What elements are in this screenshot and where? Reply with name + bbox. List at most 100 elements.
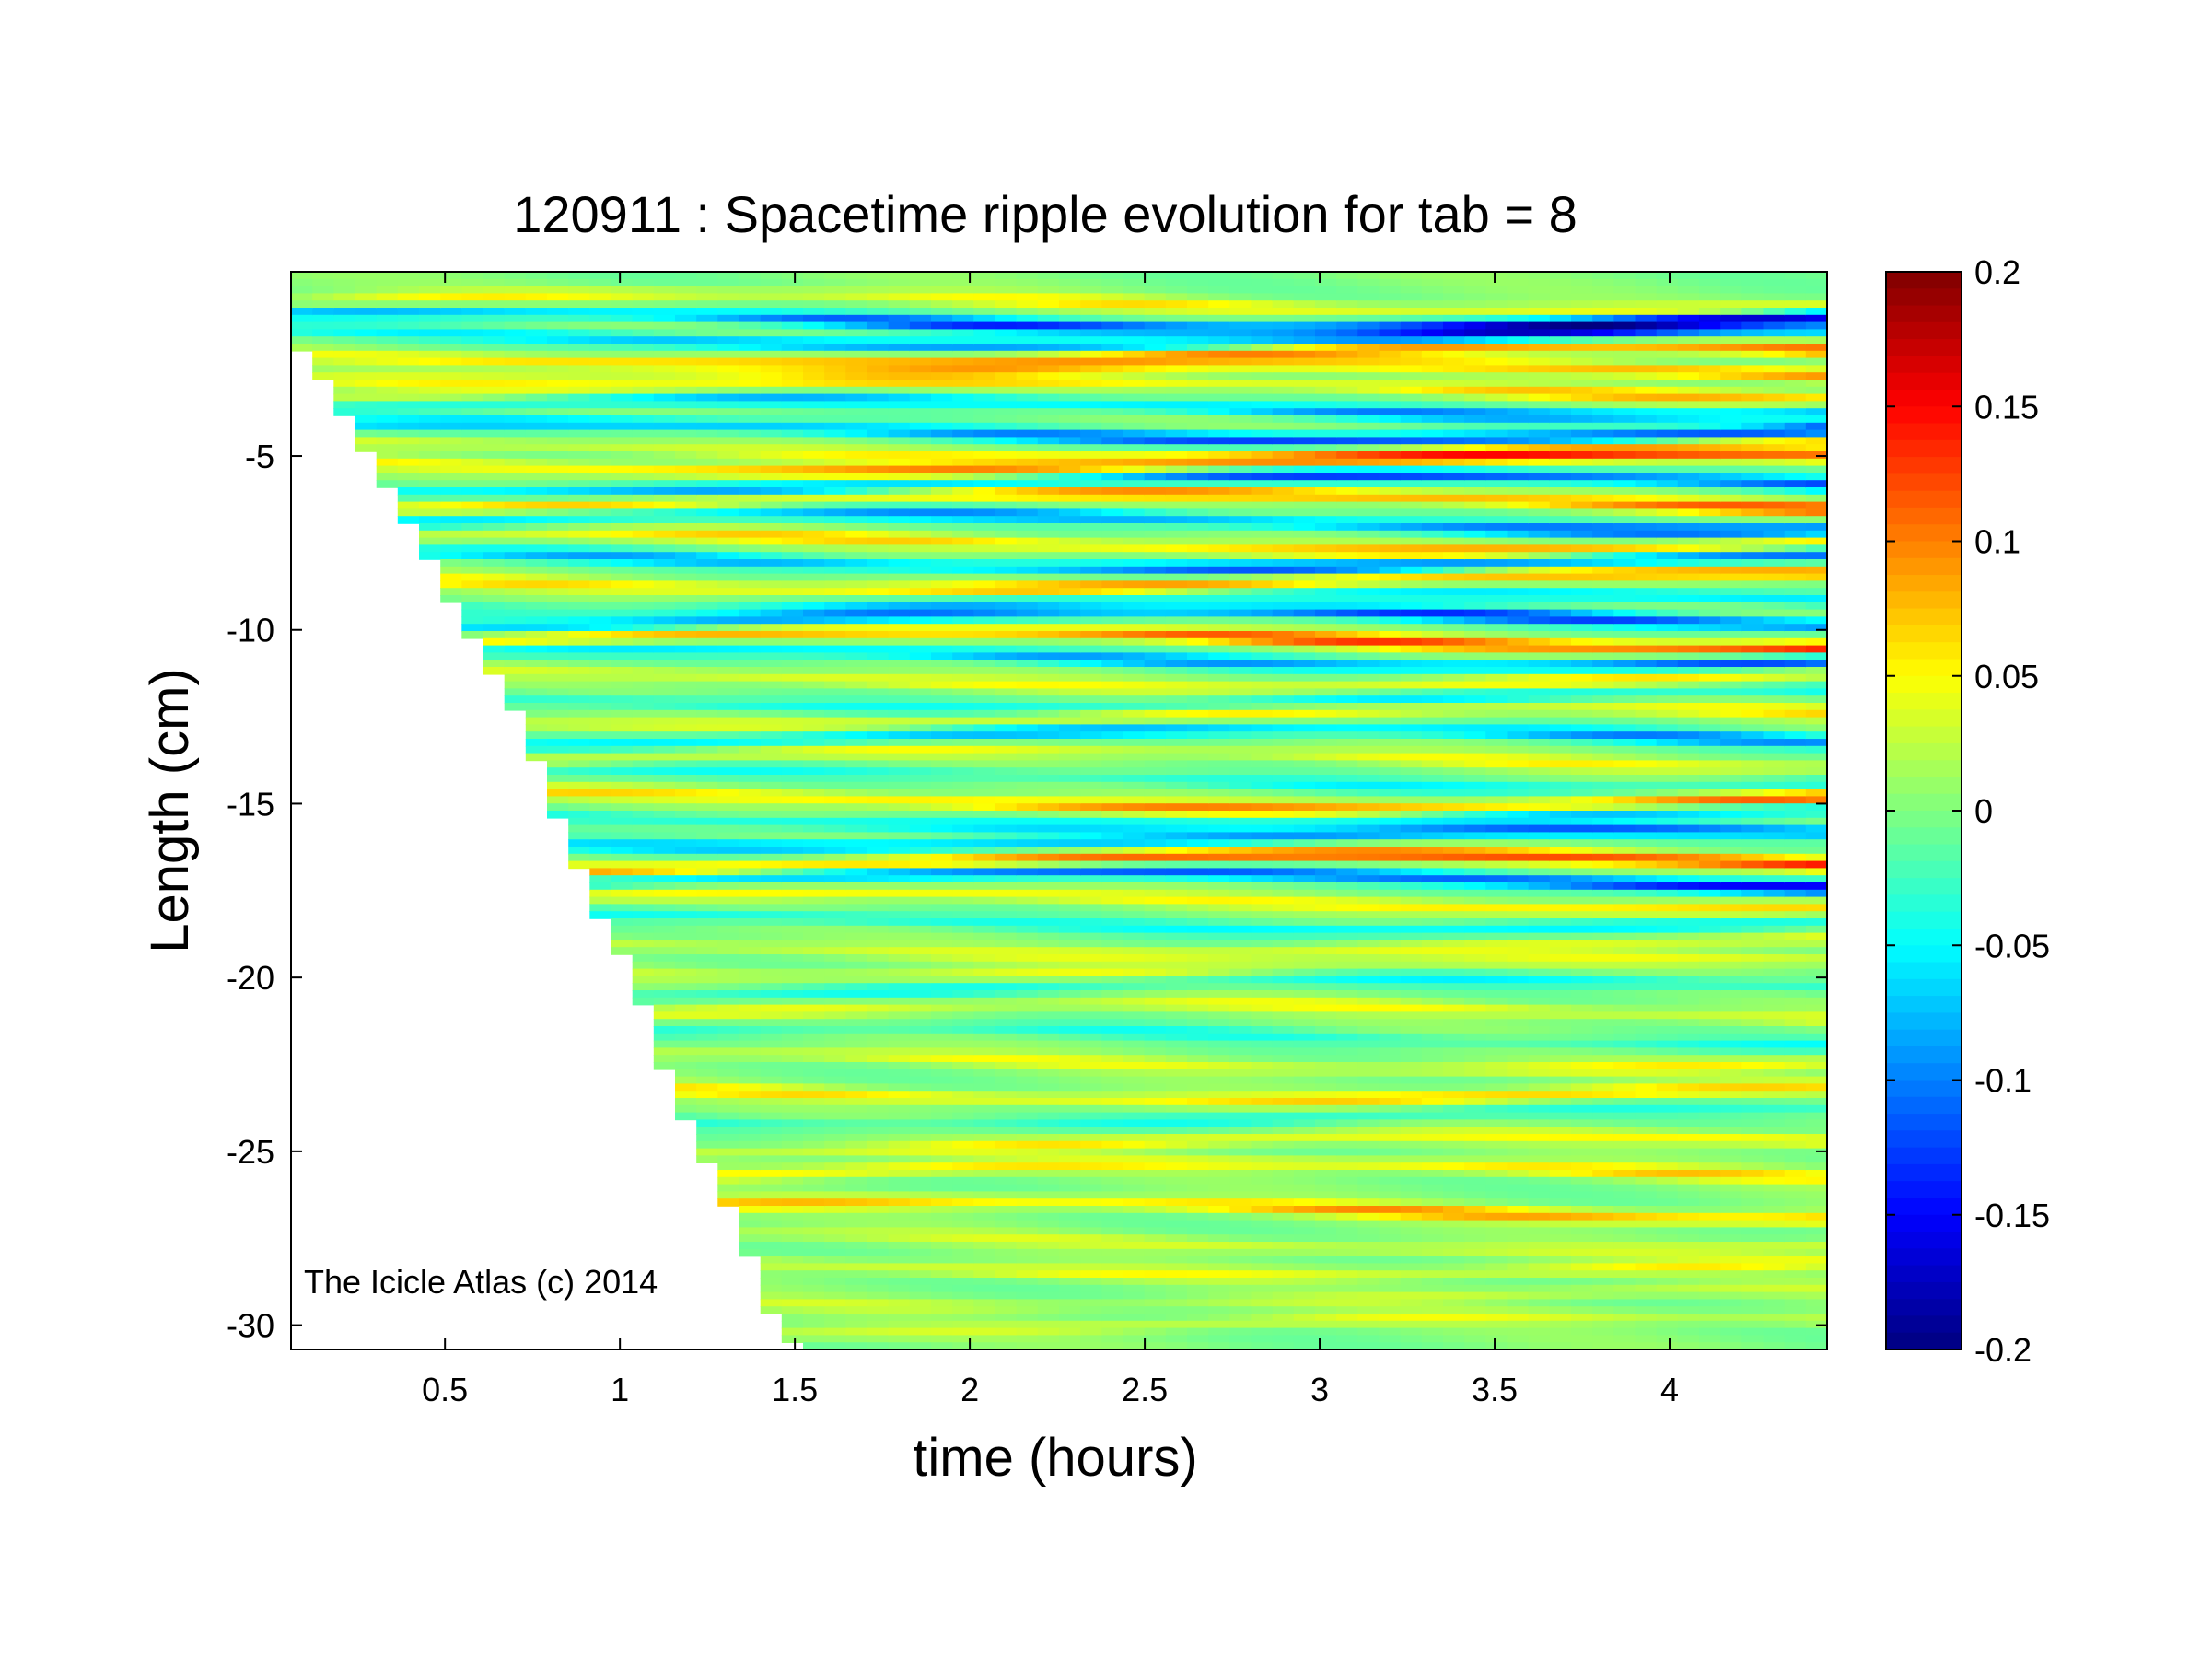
heatmap-cell [952,494,975,503]
heatmap-cell [909,1155,932,1163]
heatmap-cell [973,652,996,660]
heatmap-cell [696,336,719,345]
heatmap-cell [611,480,634,488]
heatmap-cell [973,731,996,740]
heatmap-cell [568,688,591,696]
heatmap-cell [675,380,697,388]
heatmap-cell [504,637,527,647]
heatmap-cell [1059,530,1081,539]
heatmap-cell [995,1184,1018,1193]
heatmap-cell [845,473,868,481]
heatmap-cell [632,501,655,510]
heatmap-cell [1080,731,1103,740]
heatmap-cell [1144,739,1167,747]
heatmap-cell [803,1227,825,1235]
heatmap-cell [952,329,975,337]
heatmap-cell [1165,1299,1188,1307]
heatmap-cell [909,1176,932,1186]
heatmap-cell [1229,616,1252,625]
heatmap-cell [760,465,783,474]
heatmap-cell [760,940,783,948]
heatmap-cell [611,372,634,380]
heatmap-cell [589,631,612,639]
heatmap-cell [568,660,591,668]
heatmap-cell [419,552,441,560]
heatmap-cell [888,688,911,696]
heatmap-cell [632,314,655,323]
heatmap-cell [973,889,996,898]
heatmap-cell [739,709,762,719]
heatmap-cell [1123,745,1146,754]
heatmap-cell [653,868,676,876]
heatmap-cell [1101,681,1124,690]
heatmap-cell [1187,559,1209,567]
heatmap-cell [973,329,996,337]
heatmap-cell [803,286,825,295]
heatmap-cell [781,1278,804,1286]
heatmap-cell [525,408,548,416]
heatmap-cell [1059,739,1081,747]
heatmap-cell [1208,1119,1231,1127]
heatmap-cell [1165,1026,1188,1034]
heatmap-cell [696,990,719,999]
heatmap-cell [525,451,548,460]
heatmap-cell [1101,904,1124,912]
heatmap-cell [632,465,655,474]
heatmap-cell [845,501,868,510]
heatmap-cell [653,709,676,719]
heatmap-cell [1208,329,1231,337]
heatmap-cell [909,1083,932,1092]
heatmap-cell [1037,1284,1060,1293]
heatmap-cell [1059,1335,1081,1343]
heatmap-cell [1080,745,1103,754]
heatmap-cell [1059,1026,1081,1034]
heatmap-cell [504,372,527,380]
heatmap-cell [995,717,1018,726]
heatmap-cell [1144,860,1167,870]
heatmap-cell [973,789,996,798]
heatmap-cell [931,824,953,834]
heatmap-cell [888,1083,911,1092]
heatmap-cell [867,745,890,754]
heatmap-cell [824,775,847,783]
heatmap-cell [653,645,676,654]
heatmap-cell [995,695,1018,704]
heatmap-cell [781,552,804,560]
heatmap-cell [1101,839,1124,847]
heatmap-cell [1187,1206,1209,1214]
heatmap-cell [1165,552,1188,560]
heatmap-cell [1123,1227,1146,1235]
heatmap-cell [675,1098,697,1106]
heatmap-cell [803,847,825,855]
heatmap-cell [1123,940,1146,948]
heatmap-cell [1016,889,1039,898]
heatmap-cell [1101,882,1124,891]
heatmap-cell [867,1191,890,1199]
heatmap-cell [696,983,719,991]
heatmap-cell [1187,1184,1209,1193]
heatmap-cell [995,1335,1018,1343]
heatmap-cell [717,494,740,503]
heatmap-cell [525,523,548,532]
heatmap-cell [803,947,825,955]
heatmap-cell [931,739,953,747]
heatmap-cell [1187,372,1209,380]
heatmap-cell [333,293,356,301]
heatmap-cell [909,595,932,603]
heatmap-cell [568,853,591,862]
heatmap-cell [1059,918,1081,927]
heatmap-cell [888,293,911,301]
heatmap-cell [760,1227,783,1235]
heatmap-cell [803,811,825,819]
heatmap-cell [717,286,740,295]
heatmap-cell [525,667,548,675]
heatmap-cell [952,868,975,876]
heatmap-cell [504,667,527,675]
heatmap-cell [995,1011,1018,1020]
heatmap-cell [312,344,335,352]
heatmap-cell [781,1062,804,1070]
heatmap-cell [589,673,612,683]
heatmap-cell [973,918,996,927]
heatmap-cell [696,530,719,539]
heatmap-cell [1101,1047,1124,1056]
